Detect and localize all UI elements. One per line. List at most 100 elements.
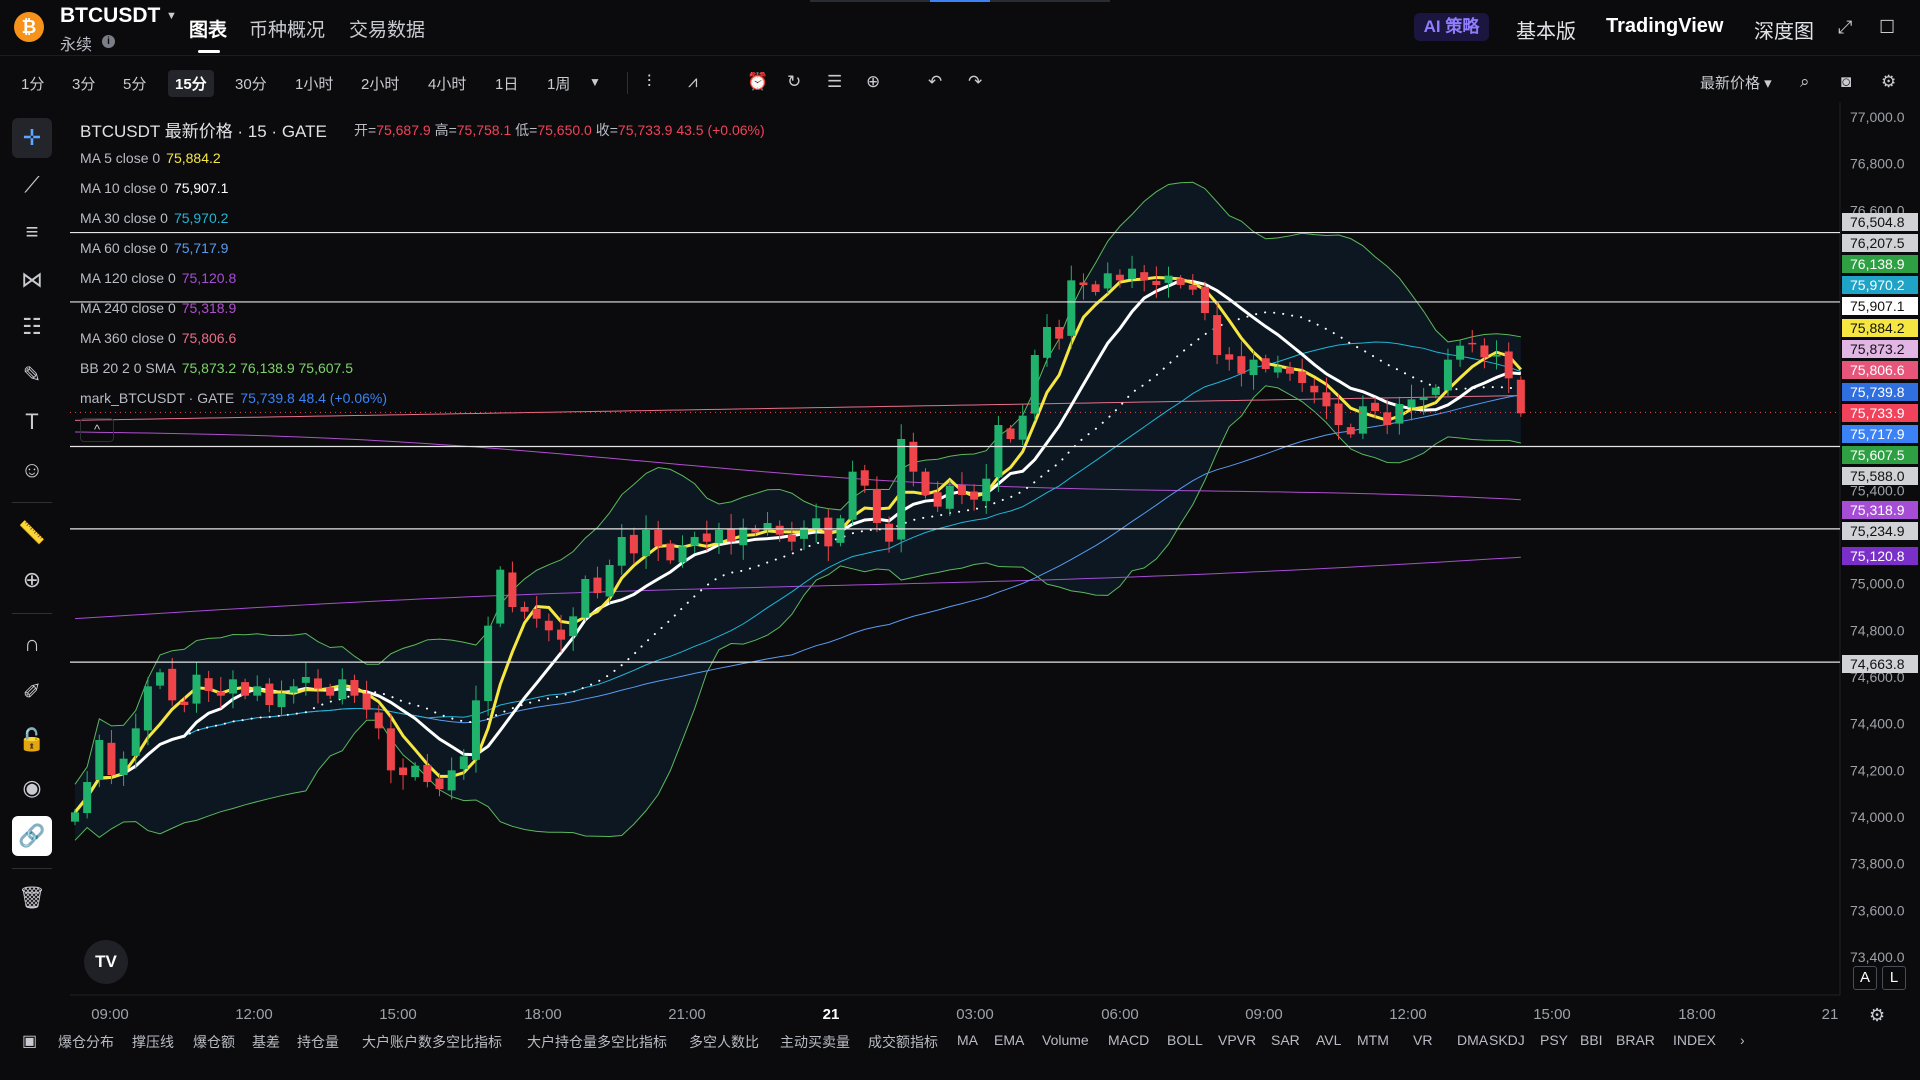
redo-icon[interactable]: ↷	[968, 72, 983, 91]
indicator-shortcut[interactable]: 爆仓分布	[58, 1034, 114, 1050]
timeframe-5m[interactable]: 5分	[123, 76, 147, 93]
crosshair-icon[interactable]: ✛	[12, 118, 52, 158]
indicator-label: MA 240 close 0	[80, 300, 176, 316]
indicator-shortcut[interactable]: INDEX	[1673, 1032, 1716, 1048]
indicator-legend-row[interactable]: MA 30 close 0 75,970.2	[80, 210, 228, 226]
brush-icon[interactable]: ✎	[22, 362, 42, 387]
trash-icon[interactable]: 🗑	[18, 885, 46, 910]
timeframe-dropdown-icon[interactable]: ▼	[589, 75, 601, 89]
undo-icon[interactable]: ↶	[928, 72, 943, 91]
indicator-shortcut[interactable]: PSY	[1540, 1032, 1569, 1048]
ruler-icon[interactable]: 📏	[18, 520, 46, 545]
tab-trading-data[interactable]: 交易数据	[349, 20, 426, 41]
tab-chart[interactable]: 图表	[189, 20, 228, 41]
indicator-shortcut[interactable]: MTM	[1357, 1032, 1389, 1048]
info-icon[interactable]: i	[102, 35, 115, 48]
magnet-icon[interactable]: ∩	[24, 631, 40, 656]
depth-chart-link[interactable]: 深度图	[1754, 21, 1814, 43]
replay-icon[interactable]: ↻	[787, 72, 802, 91]
lock-icon[interactable]: 🔓	[18, 727, 46, 752]
settings-icon[interactable]: ⚙	[1881, 72, 1897, 91]
price-tag	[1842, 522, 1918, 540]
indicator-shortcut[interactable]: EMA	[994, 1032, 1025, 1048]
basic-view-link[interactable]: 基本版	[1516, 21, 1576, 43]
indicator-legend-row[interactable]: BB 20 2 0 SMA 75,873.2 76,138.9 75,607.5	[80, 360, 353, 376]
indicator-shortcut[interactable]: BRAR	[1616, 1032, 1655, 1048]
fib-icon[interactable]: ☷	[22, 314, 42, 339]
indicator-legend-row[interactable]: MA 60 close 0 75,717.9	[80, 240, 228, 256]
indicator-shortcut[interactable]: BOLL	[1167, 1032, 1203, 1048]
indicator-shortcut[interactable]: 主动买卖量	[780, 1034, 850, 1050]
indicator-shortcut[interactable]: SKDJ	[1489, 1032, 1525, 1048]
timeframe-1m[interactable]: 1分	[21, 76, 45, 93]
indicator-shortcut[interactable]: 基差	[252, 1034, 280, 1050]
candle-type-icon[interactable]: ⫶	[647, 72, 652, 91]
indicator-shortcut[interactable]: VPVR	[1218, 1032, 1257, 1048]
indicator-shortcut[interactable]: DMA	[1457, 1032, 1489, 1048]
indicator-shortcut[interactable]: 多空人数比	[689, 1034, 759, 1050]
indicator-shortcut[interactable]: 成交额指标	[868, 1034, 938, 1050]
candle-body	[690, 537, 699, 546]
timeframe-4h[interactable]: 4小时	[428, 76, 467, 93]
timeframe-3m[interactable]: 3分	[72, 76, 96, 93]
ai-strategy-button[interactable]: AI 策略	[1414, 13, 1489, 41]
horizontal-lines-icon[interactable]: ≡	[25, 219, 39, 244]
indicator-legend-row[interactable]: MA 10 close 0 75,907.1	[80, 180, 228, 196]
symbol-dropdown-icon[interactable]: ▼	[166, 10, 177, 22]
indicator-shortcut[interactable]: 爆仓额	[193, 1034, 235, 1050]
indicator-shortcut[interactable]: 撑压线	[132, 1034, 174, 1050]
indicator-shortcut[interactable]: MACD	[1108, 1032, 1150, 1048]
indicator-label: MA 60 close 0	[80, 240, 168, 256]
indicator-legend-row[interactable]: MA 240 close 0 75,318.9	[80, 300, 236, 316]
search-icon[interactable]: ⌕	[1800, 72, 1810, 91]
collapse-legend-icon[interactable]: ^	[80, 418, 114, 442]
log-scale-button[interactable]: L	[1882, 966, 1906, 990]
pattern-icon[interactable]: ⋈	[21, 267, 43, 292]
timeframe-1d[interactable]: 1日	[495, 76, 519, 93]
trend-line-icon[interactable]: ⟋	[24, 172, 40, 197]
text-icon[interactable]: T	[25, 409, 39, 434]
timeframe-1w[interactable]: 1周	[547, 76, 571, 93]
indicator-value: 75,970.2	[173, 210, 229, 226]
price-mode-select[interactable]: 最新价格 ▾	[1700, 75, 1772, 92]
indicator-legend-row[interactable]: MA 120 close 0 75,120.8	[80, 270, 236, 286]
scroll-right-icon[interactable]: ›	[1740, 1032, 1745, 1048]
calendar-icon[interactable]: ▣	[22, 1033, 38, 1050]
indicator-legend-row[interactable]: mark_BTCUSDT · GATE 75,739.8 48.4 (+0.06%…	[80, 390, 387, 406]
indicator-shortcut[interactable]: Volume	[1042, 1032, 1089, 1048]
indicator-shortcut[interactable]: SAR	[1271, 1032, 1300, 1048]
indicators-icon[interactable]: ⩘	[688, 72, 698, 91]
indicator-legend-row[interactable]: MA 5 close 0 75,884.2	[80, 150, 221, 166]
timeframe-1h[interactable]: 1小时	[295, 76, 334, 93]
tradingview-link[interactable]: TradingView	[1606, 15, 1724, 37]
axis-settings-icon[interactable]: ⚙	[1869, 1005, 1886, 1025]
indicator-shortcut[interactable]: VR	[1413, 1032, 1433, 1048]
emoji-icon[interactable]: ☺	[20, 457, 44, 482]
indicator-shortcut[interactable]: AVL	[1316, 1032, 1342, 1048]
expand-icon[interactable]: ⤢	[1838, 17, 1853, 37]
link-icon[interactable]: 🔗	[12, 816, 52, 856]
timeframe-15m[interactable]: 15分	[168, 70, 214, 97]
hide-icon[interactable]: ◉	[22, 775, 42, 800]
indicator-shortcut[interactable]: MA	[957, 1032, 978, 1048]
alert-icon[interactable]: ⏰	[747, 72, 769, 91]
tradingview-logo[interactable]: TV	[84, 940, 128, 984]
timeframe-2h[interactable]: 2小时	[361, 76, 400, 93]
tab-coin-overview[interactable]: 币种概况	[249, 20, 326, 41]
lock-drawing-icon[interactable]: ✐	[22, 679, 42, 704]
indicator-shortcut[interactable]: BBI	[1580, 1032, 1603, 1048]
timeframe-30m[interactable]: 30分	[235, 76, 267, 93]
symbol-title[interactable]: BTCUSDT	[60, 4, 161, 27]
fullscreen-icon[interactable]: ☐	[1879, 17, 1896, 37]
high-value: 75,758.1	[456, 122, 512, 138]
zoom-in-icon[interactable]: ⊕	[22, 567, 42, 592]
indicator-shortcut[interactable]: 大户持仓量多空比指标	[527, 1034, 667, 1050]
camera-icon[interactable]: ◙	[1841, 72, 1852, 91]
add-compare-icon[interactable]: ⊕	[866, 72, 881, 91]
indicator-shortcut[interactable]: 大户账户数多空比指标	[362, 1034, 502, 1050]
templates-icon[interactable]: ☰	[827, 72, 843, 91]
indicator-shortcut[interactable]: 持仓量	[297, 1034, 339, 1050]
auto-scale-button[interactable]: A	[1853, 966, 1877, 990]
indicator-legend-row[interactable]: MA 360 close 0 75,806.6	[80, 330, 236, 346]
